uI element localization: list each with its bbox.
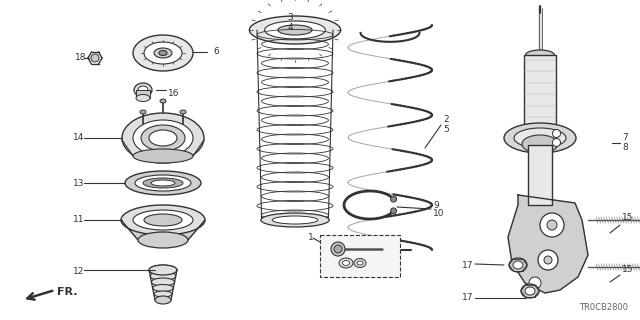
Ellipse shape <box>154 48 172 58</box>
Text: TR0CB2800: TR0CB2800 <box>579 303 628 312</box>
Text: 15: 15 <box>622 213 634 222</box>
Text: 10: 10 <box>433 210 445 219</box>
Bar <box>528 145 552 205</box>
Ellipse shape <box>154 291 172 297</box>
Ellipse shape <box>155 298 171 302</box>
Ellipse shape <box>144 214 182 226</box>
Ellipse shape <box>504 123 576 153</box>
Ellipse shape <box>152 284 173 292</box>
Ellipse shape <box>133 120 193 156</box>
Ellipse shape <box>334 245 342 253</box>
Text: 18: 18 <box>75 53 86 62</box>
Circle shape <box>529 277 541 289</box>
Ellipse shape <box>339 258 353 268</box>
Text: 15: 15 <box>622 266 634 275</box>
Circle shape <box>552 139 561 147</box>
Text: 17: 17 <box>462 260 474 269</box>
Ellipse shape <box>149 130 177 146</box>
Circle shape <box>390 196 397 202</box>
Text: 5: 5 <box>443 124 449 133</box>
Bar <box>524 55 556 145</box>
Ellipse shape <box>525 50 554 60</box>
Ellipse shape <box>122 113 204 163</box>
Ellipse shape <box>138 232 188 248</box>
Text: 12: 12 <box>73 268 84 276</box>
Ellipse shape <box>354 259 366 268</box>
Ellipse shape <box>342 260 349 266</box>
Polygon shape <box>121 220 205 240</box>
Text: 9: 9 <box>433 201 439 210</box>
Ellipse shape <box>272 216 318 224</box>
Text: FR.: FR. <box>57 287 77 297</box>
Text: 11: 11 <box>73 215 84 225</box>
Circle shape <box>544 256 552 264</box>
Text: 16: 16 <box>168 89 179 98</box>
Text: 8: 8 <box>622 142 628 151</box>
Ellipse shape <box>278 25 312 35</box>
Ellipse shape <box>160 99 166 103</box>
Ellipse shape <box>514 128 566 148</box>
Bar <box>136 90 150 98</box>
Ellipse shape <box>138 86 148 94</box>
Ellipse shape <box>250 16 340 44</box>
Ellipse shape <box>134 83 152 97</box>
Ellipse shape <box>522 135 558 153</box>
Ellipse shape <box>521 284 539 298</box>
Bar <box>320 235 400 277</box>
Text: 7: 7 <box>622 133 628 142</box>
Polygon shape <box>508 195 588 293</box>
Ellipse shape <box>331 242 345 256</box>
Ellipse shape <box>135 175 191 191</box>
Text: 6: 6 <box>213 47 219 57</box>
Circle shape <box>540 213 564 237</box>
Text: 13: 13 <box>73 179 84 188</box>
Ellipse shape <box>180 110 186 114</box>
Ellipse shape <box>151 180 175 186</box>
Text: 3: 3 <box>287 13 293 22</box>
Ellipse shape <box>121 205 205 235</box>
Ellipse shape <box>140 110 146 114</box>
Ellipse shape <box>149 265 177 275</box>
Ellipse shape <box>136 94 150 101</box>
Ellipse shape <box>143 178 183 188</box>
Ellipse shape <box>144 42 182 64</box>
Ellipse shape <box>141 125 185 151</box>
Circle shape <box>538 250 558 270</box>
Circle shape <box>91 54 99 62</box>
Text: 14: 14 <box>73 133 84 142</box>
Ellipse shape <box>264 21 325 39</box>
Ellipse shape <box>525 287 535 295</box>
Circle shape <box>390 208 397 214</box>
Ellipse shape <box>155 296 171 304</box>
Ellipse shape <box>125 171 201 195</box>
Text: 1: 1 <box>308 234 314 243</box>
Text: 2: 2 <box>443 116 449 124</box>
Ellipse shape <box>150 271 176 281</box>
Circle shape <box>552 130 561 138</box>
Ellipse shape <box>152 278 175 286</box>
Ellipse shape <box>261 213 329 227</box>
Ellipse shape <box>513 261 523 269</box>
Ellipse shape <box>149 265 177 275</box>
Ellipse shape <box>133 35 193 71</box>
Ellipse shape <box>133 149 193 163</box>
Circle shape <box>547 220 557 230</box>
Text: 17: 17 <box>462 293 474 302</box>
Ellipse shape <box>509 258 527 272</box>
Ellipse shape <box>159 51 167 55</box>
Polygon shape <box>122 140 204 156</box>
Text: 4: 4 <box>287 22 293 31</box>
Ellipse shape <box>133 210 193 230</box>
Ellipse shape <box>357 261 363 265</box>
